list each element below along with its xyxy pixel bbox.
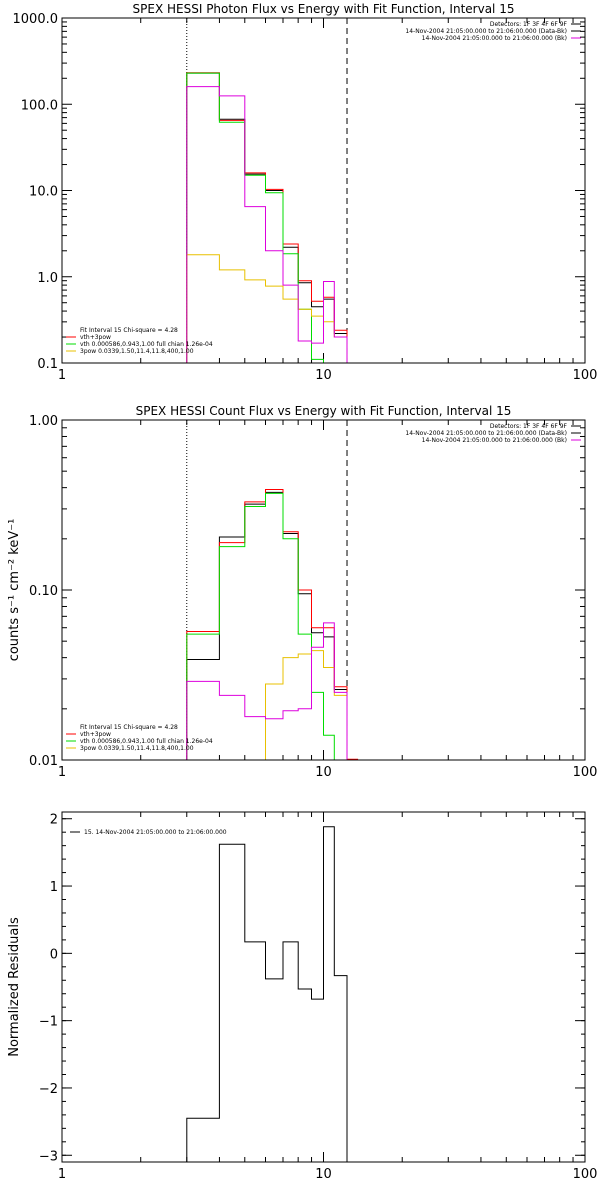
- legend-bottom-left-entry: vth 0.000586,0.943,1.00 full chian 1.26e…: [80, 341, 213, 348]
- x-tick-label: 100: [573, 368, 598, 383]
- series-2-step-line: [186, 72, 348, 363]
- legend-bottom-left-entry: vth+3pow: [80, 334, 111, 341]
- x-tick-label: 1: [58, 1167, 66, 1182]
- x-tick-label: 1: [58, 368, 66, 383]
- legend-bottom-left-entry: 3pow 0.0339,1.50,11.4,11.8,400,1.00: [80, 745, 194, 752]
- series-5-step-line: [186, 622, 358, 760]
- legend-series-name: 15. 14-Nov-2004 21:05:00.000 to 21:06:00…: [84, 829, 227, 836]
- x-tick-label: 10: [315, 368, 332, 383]
- legend-top-right-entry: 14-Nov-2004 21:05:00.000 to 21:06:00.000…: [405, 28, 567, 35]
- legend-bottom-left-entry: vth+3pow: [80, 731, 111, 738]
- y-tick-label: 1.00: [29, 414, 58, 429]
- legend-bottom-left-entry: Fit Interval 15 Chi-square = 4.28: [80, 327, 178, 334]
- series-2-step-line: [186, 489, 359, 760]
- series-3-step-line: [186, 72, 347, 363]
- legend-bottom-left-entry: vth 0.000586,0.943,1.00 full chian 1.26e…: [80, 738, 213, 745]
- plot-frame: [61, 419, 586, 761]
- plot-frame: [61, 17, 586, 364]
- x-tick-label: 1: [58, 765, 66, 780]
- series-1-step-line: [186, 826, 348, 1162]
- x-tick-label: 10: [315, 765, 332, 780]
- panel-3: Normalized Residuals 1 10 100 −3 −2 −1 0 1 2 15. 1…: [7, 811, 598, 1182]
- y-tick-label: 0.1: [37, 357, 58, 372]
- chart-title: SPEX HESSI Photon Flux vs Energy with Fi…: [133, 2, 515, 16]
- series-4-step-line: [186, 254, 348, 363]
- x-tick-label: 10: [315, 1167, 332, 1182]
- x-tick-label: 100: [573, 765, 598, 780]
- y-axis-label: counts s⁻¹ cm⁻² keV⁻¹: [7, 519, 22, 662]
- legend-top-right-entry: Detectors: 1F 3F 4F 6F 9F: [490, 423, 568, 430]
- y-tick-label: 1: [50, 880, 58, 895]
- y-tick-label: 2: [50, 813, 58, 828]
- y-tick-label: −1: [39, 1015, 58, 1030]
- legend-bottom-left-entry: Fit Interval 15 Chi-square = 4.28: [80, 724, 178, 731]
- series-3-step-line: [186, 492, 358, 760]
- y-axis-label: Normalized Residuals: [7, 917, 22, 1057]
- y-tick-label: 0: [50, 947, 58, 962]
- legend-top-right-entry: 14-Nov-2004 21:05:00.000 to 21:06:00.000…: [405, 430, 567, 437]
- y-tick-label: −3: [39, 1149, 58, 1164]
- y-tick-label: 1000.0: [13, 12, 59, 27]
- y-tick-label: 1.0: [37, 271, 58, 286]
- series-1-step-line: [186, 491, 358, 760]
- y-tick-label: 10.0: [29, 185, 58, 200]
- y-tick-label: 100.0: [21, 98, 58, 113]
- y-tick-label: 0.01: [29, 754, 58, 769]
- plot-frame: [61, 811, 586, 1163]
- x-tick-label: 100: [573, 1167, 598, 1182]
- panel-1: SPEX HESSI Photon Flux vs Energy with Fi…: [13, 2, 598, 383]
- series-1-step-line: [186, 72, 348, 363]
- y-tick-label: 0.10: [29, 584, 58, 599]
- series-4-step-line: [186, 650, 358, 760]
- y-tick-label: −2: [39, 1082, 58, 1097]
- legend-top-right-entry: Detectors: 1F 3F 4F 6F 9F: [490, 21, 568, 28]
- chart-title: SPEX HESSI Count Flux vs Energy with Fit…: [136, 404, 512, 418]
- legend-top-right-entry: 14-Nov-2004 21:05:00.000 to 21:06:00.000…: [422, 35, 567, 42]
- legend-bottom-left-entry: 3pow 0.0339,1.50,11.4,11.8,400,1.00: [80, 348, 194, 355]
- legend-top-right-entry: 14-Nov-2004 21:05:00.000 to 21:06:00.000…: [422, 437, 567, 444]
- panel-2: SPEX HESSI Count Flux vs Energy with Fit…: [7, 404, 597, 780]
- series-5-step-line: [186, 86, 348, 363]
